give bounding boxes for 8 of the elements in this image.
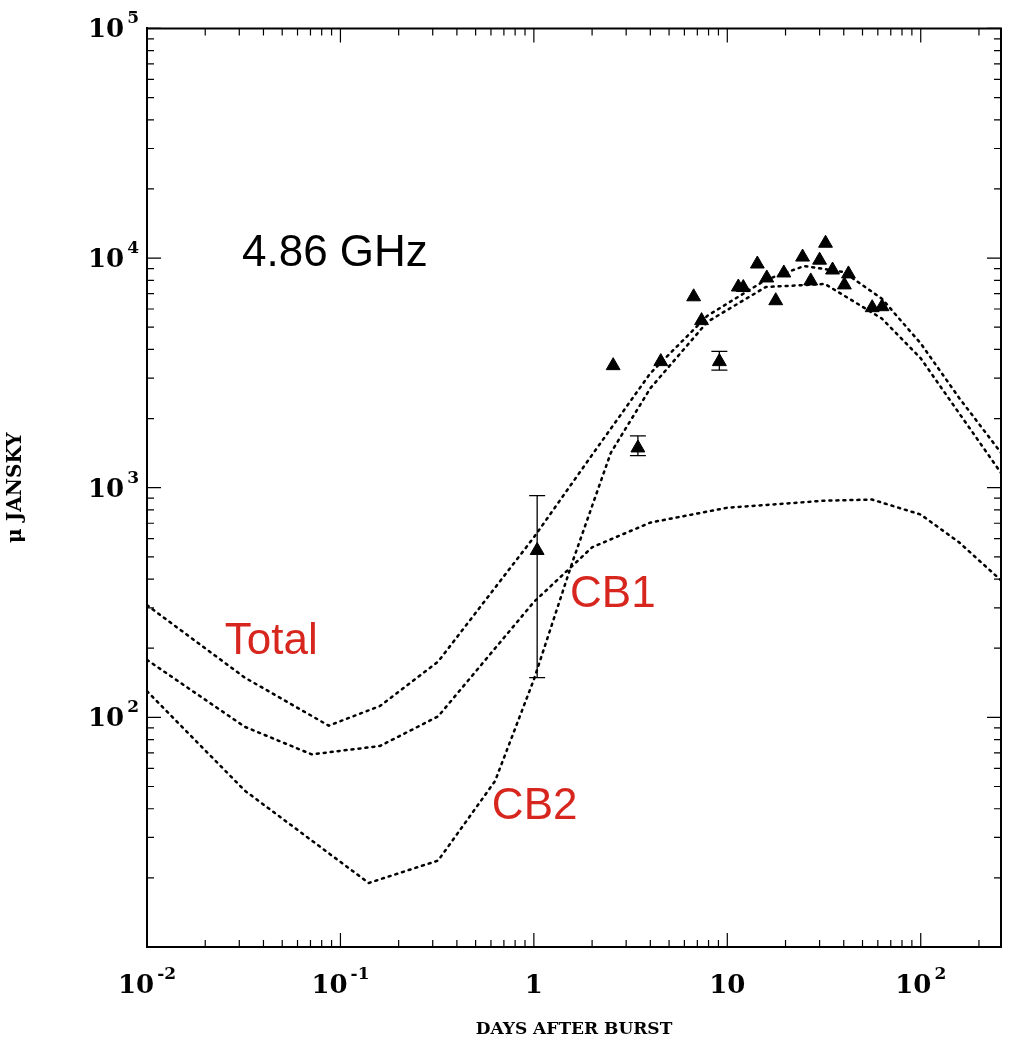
y-axis-title: μ JANSKY	[2, 431, 27, 543]
series-label: Total	[224, 613, 318, 663]
series-label: CB2	[491, 778, 578, 828]
x-axis-title: DAYS AFTER BURST	[475, 1018, 673, 1039]
x-tick-label: 1	[524, 969, 543, 999]
annotation: 4.86 GHz	[242, 225, 428, 275]
x-tick-label: 10	[709, 969, 746, 999]
series-label: CB1	[570, 567, 656, 617]
